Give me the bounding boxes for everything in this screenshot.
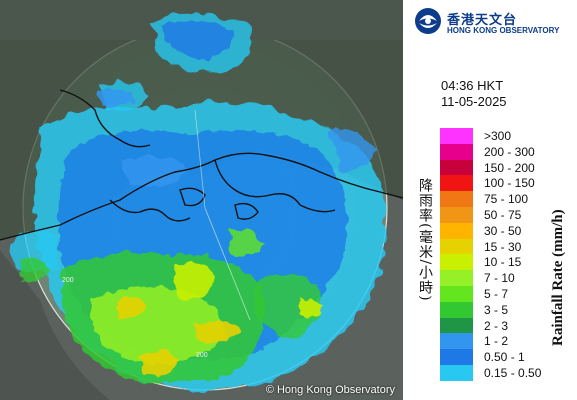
legend-title-en: Rainfall Rate (mm/h) xyxy=(550,209,566,346)
legend-label: 0.15 - 0.50 xyxy=(484,365,542,380)
legend-swatch xyxy=(440,333,473,350)
legend-swatch xyxy=(440,301,473,318)
hko-logo-icon xyxy=(415,8,441,34)
rain-layer-heavy xyxy=(20,229,321,384)
legend-row: 200 - 300 xyxy=(440,143,560,160)
legend-swatch xyxy=(440,128,473,144)
legend-label: 30 - 50 xyxy=(484,223,522,238)
legend-label: 5 - 7 xyxy=(484,286,509,301)
legend-row: 2 - 3 xyxy=(440,317,560,334)
legend-label: 150 - 200 xyxy=(484,160,535,175)
legend-row: 75 - 100 xyxy=(440,191,560,207)
legend-swatch xyxy=(440,364,473,381)
legend-row: 100 - 150 xyxy=(440,175,560,192)
legend-label: >300 xyxy=(484,129,512,143)
legend-row: >300 xyxy=(440,128,560,144)
legend-label: 2 - 3 xyxy=(484,318,509,333)
legend-label: 10 - 15 xyxy=(484,255,522,270)
legend-label: 1 - 2 xyxy=(484,334,509,349)
legend-swatch xyxy=(440,159,473,176)
legend-swatch xyxy=(440,143,473,160)
rain-layer-intense xyxy=(115,261,322,376)
legend-label: 0.50 - 1 xyxy=(484,350,525,365)
observatory-logo: 香港天文台 HONG KONG OBSERVATORY xyxy=(413,6,573,40)
range-label: 200 xyxy=(62,277,74,284)
legend-swatch xyxy=(440,254,473,271)
radar-beam-line xyxy=(204,207,251,321)
legend-label: 15 - 30 xyxy=(484,239,522,254)
radar-beam-line xyxy=(194,109,206,209)
rainfall-legend: >300 200 - 300 150 - 200 100 - 150 75 - 100 5… xyxy=(440,128,560,381)
observation-time: 04:36 HKT xyxy=(441,78,504,93)
observation-date: 11-05-2025 xyxy=(441,94,507,109)
logo-name-en: HONG KONG OBSERVATORY xyxy=(447,26,560,35)
legend-label: 3 - 5 xyxy=(484,302,509,317)
legend-row: 5 - 7 xyxy=(440,285,560,302)
legend-row: 50 - 75 xyxy=(440,206,560,223)
radar-map-graphic: 200 200 xyxy=(0,0,403,400)
legend-row: 15 - 30 xyxy=(440,238,560,255)
legend-swatch xyxy=(440,206,473,223)
legend-row: 1 - 2 xyxy=(440,333,560,350)
legend-label: 100 - 150 xyxy=(484,176,535,191)
legend-panel: 香港天文台 HONG KONG OBSERVATORY 04:36 HKT 11… xyxy=(403,0,577,400)
radar-map[interactable]: 200 200 © Hong Kong Observatory xyxy=(0,0,403,400)
legend-label: 50 - 75 xyxy=(484,207,522,222)
legend-swatch xyxy=(440,238,473,255)
outer-sea xyxy=(0,250,110,400)
coastlines xyxy=(0,89,403,241)
legend-label: 75 - 100 xyxy=(484,192,529,207)
legend-title-zh: 降雨率(毫米/小時) xyxy=(417,178,433,302)
legend-label: 200 - 300 xyxy=(484,144,535,159)
legend-row: 10 - 15 xyxy=(440,254,560,271)
legend-swatch xyxy=(440,317,473,334)
range-label: 200 xyxy=(196,352,208,359)
copyright-text: © Hong Kong Observatory xyxy=(265,384,395,396)
legend-row: 0.15 - 0.50 xyxy=(440,364,560,381)
legend-row: 0.50 - 1 xyxy=(440,349,560,365)
legend-swatch xyxy=(440,191,473,207)
legend-swatch xyxy=(440,349,473,365)
legend-swatch xyxy=(440,222,473,239)
logo-name-zh: 香港天文台 xyxy=(447,13,518,28)
legend-row: 150 - 200 xyxy=(440,159,560,176)
legend-row: 30 - 50 xyxy=(440,222,560,239)
legend-row: 7 - 10 xyxy=(440,270,560,286)
legend-swatch xyxy=(440,175,473,192)
legend-row: 3 - 5 xyxy=(440,301,560,318)
legend-swatch xyxy=(440,285,473,302)
legend-swatch xyxy=(440,270,473,286)
legend-label: 7 - 10 xyxy=(484,271,515,286)
